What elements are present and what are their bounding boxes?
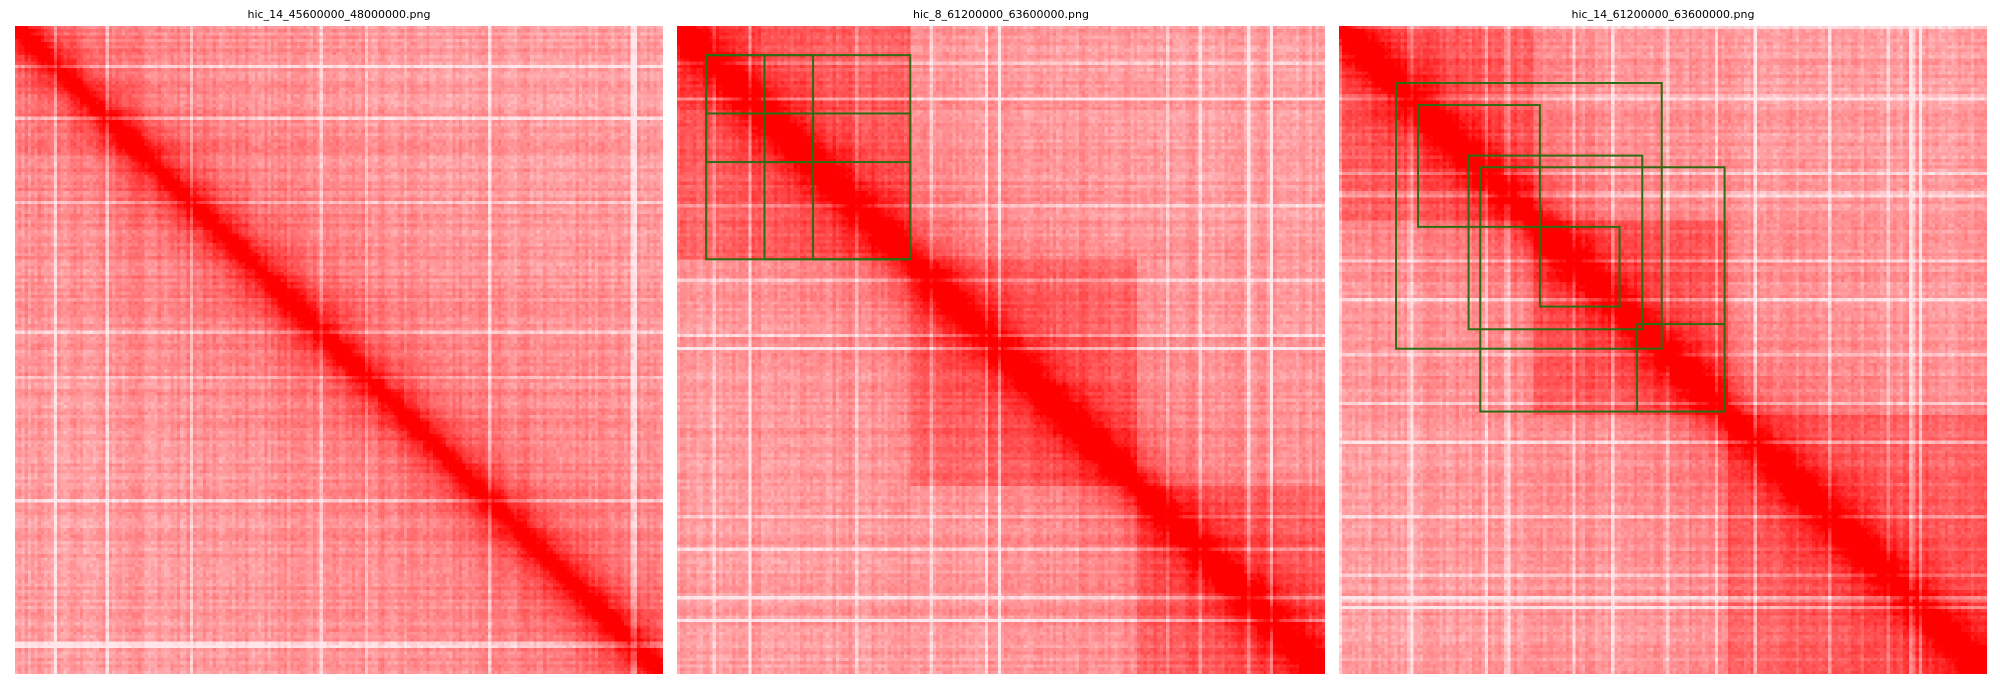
- chart-title: hic_8_61200000_63600000.png: [913, 8, 1089, 21]
- heatmap-2: [677, 26, 1325, 674]
- heatmap-image: [677, 26, 1325, 674]
- heatmap-1: [15, 26, 663, 674]
- heatmap-panel-3: hic_14_61200000_63600000.png: [1339, 0, 1987, 700]
- domain-box: [1395, 82, 1663, 350]
- domain-box: [1467, 154, 1644, 331]
- domain-box: [1479, 166, 1726, 413]
- domain-box: [1636, 323, 1726, 413]
- heatmap-panel-1: hic_14_45600000_48000000.png: [15, 0, 663, 700]
- heatmap-panel-2: hic_8_61200000_63600000.png: [677, 0, 1325, 700]
- heatmap-3: [1339, 26, 1987, 674]
- chart-title: hic_14_45600000_48000000.png: [247, 8, 431, 21]
- heatmap-image: [15, 26, 663, 674]
- chart-title: hic_14_61200000_63600000.png: [1571, 8, 1755, 21]
- heatmap-image: [1339, 26, 1987, 674]
- domain-box: [1538, 225, 1621, 308]
- domain-box: [1417, 104, 1541, 228]
- domain-box: [812, 161, 912, 261]
